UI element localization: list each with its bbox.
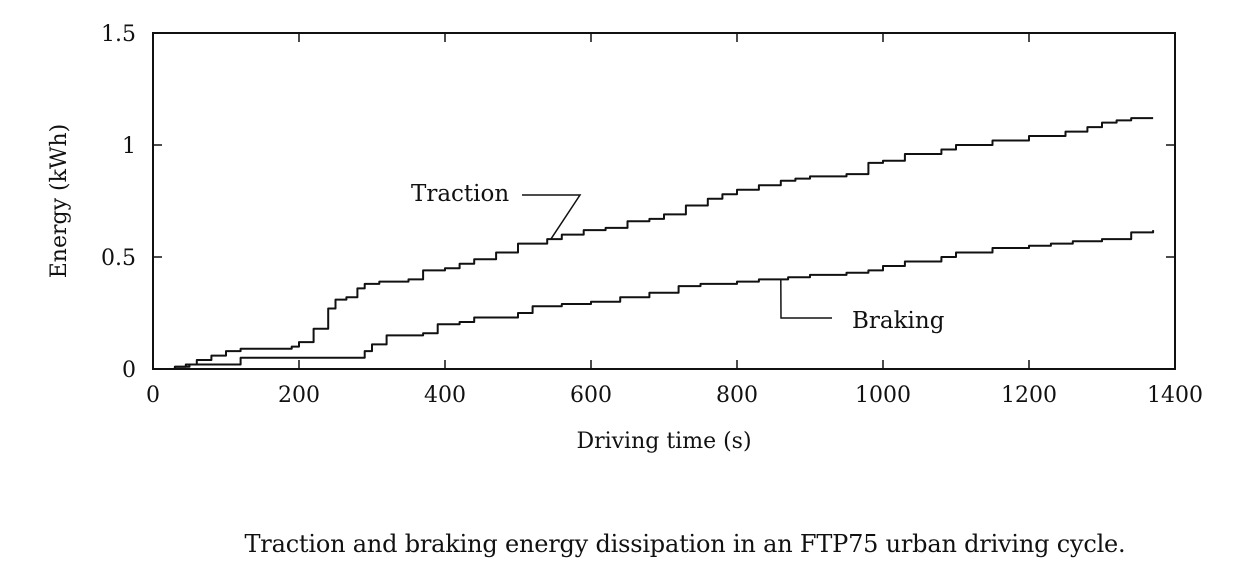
x-tick-label: 0 (146, 383, 160, 408)
series-annotations: Traction Braking (411, 181, 945, 334)
annotation-label-braking: Braking (852, 308, 945, 334)
series-line-braking (167, 230, 1155, 370)
x-tick-label: 1000 (855, 383, 911, 408)
y-tick-label: 1 (122, 134, 136, 159)
x-tick-label: 200 (278, 383, 320, 408)
y-tick-label: 0.5 (101, 246, 136, 271)
plot-area (152, 32, 1176, 370)
annotation-leader-braking (780, 279, 832, 319)
x-tick-label: 1200 (1001, 383, 1057, 408)
y-axis-title: Energy (kWh) (47, 124, 72, 279)
series-line-traction (167, 117, 1154, 370)
x-tick-label: 800 (716, 383, 758, 408)
y-tick-label: 1.5 (101, 22, 136, 47)
x-axis-title: Driving time (s) (576, 429, 751, 454)
x-tick-label: 400 (424, 383, 466, 408)
series-lines (167, 117, 1155, 370)
axis-ticks (152, 32, 1176, 370)
figure-caption: Traction and braking energy dissipation … (244, 530, 1126, 558)
annotation-label-traction: Traction (411, 181, 509, 207)
x-tick-label: 600 (570, 383, 612, 408)
y-tick-label: 0 (122, 358, 136, 383)
x-tick-label: 1400 (1147, 383, 1203, 408)
annotation-leader-traction (522, 194, 582, 240)
plot-frame (152, 32, 1176, 370)
axis-tick-labels: 0 200 400 600 800 1000 1200 1400 0 0.5 1 1.5 (101, 22, 1203, 408)
